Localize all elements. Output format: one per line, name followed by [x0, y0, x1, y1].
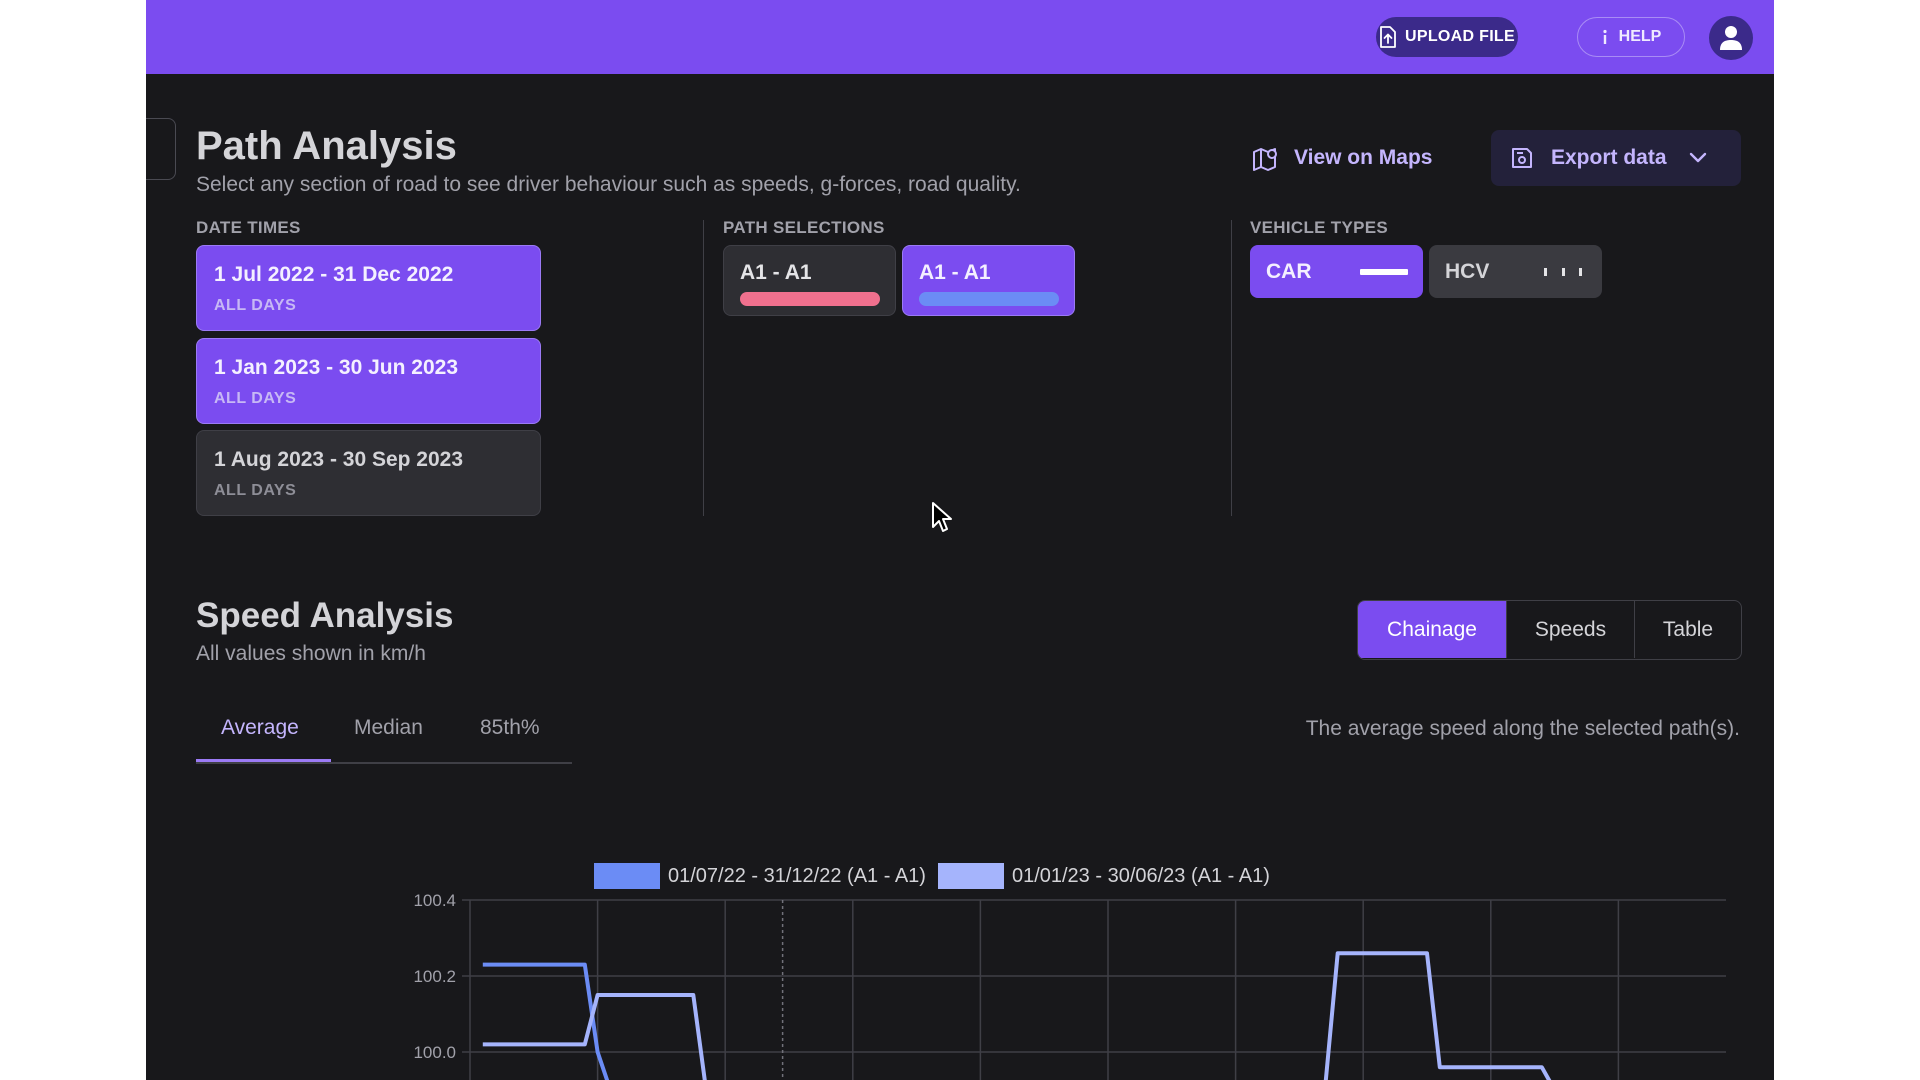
page-subtitle: Select any section of road to see driver… — [196, 173, 1021, 196]
date-range-days: ALL DAYS — [214, 390, 297, 407]
app-window: UPLOAD FILE HELP Path Analysis Select an… — [146, 0, 1774, 1080]
top-bar: UPLOAD FILE HELP — [146, 0, 1774, 74]
speed-analysis-subtitle: All values shown in km/h — [196, 642, 426, 665]
legend-swatch — [937, 863, 1004, 889]
chart-description: The average speed along the selected pat… — [1305, 717, 1740, 740]
speed-chart[interactable]: 100.4 100.2 100.0 — [226, 890, 1726, 1080]
vehicle-type-car[interactable]: CAR — [1250, 245, 1423, 298]
path-selection-card[interactable]: A1 - A1 — [723, 245, 896, 316]
view-on-maps-label: View on Maps — [1294, 146, 1433, 169]
date-range-card[interactable]: 1 Aug 2023 - 30 Sep 2023 ALL DAYS — [196, 430, 541, 516]
vehicle-types-label: VEHICLE TYPES — [1250, 218, 1389, 237]
y-tick-label: 100.2 — [413, 967, 456, 986]
tab-chainage[interactable]: Chainage — [1358, 601, 1507, 658]
tab-median[interactable]: Median — [354, 716, 423, 739]
section-divider — [1231, 220, 1232, 516]
info-icon — [1603, 29, 1607, 44]
active-tab-indicator — [196, 759, 331, 762]
legend-item[interactable]: 01/01/23 - 30/06/23 (A1 - A1) — [937, 863, 1270, 889]
map-pin-icon — [1253, 148, 1277, 171]
export-data-dropdown[interactable]: Export data — [1491, 130, 1741, 186]
upload-file-button[interactable]: UPLOAD FILE — [1376, 17, 1518, 57]
speed-analysis-title: Speed Analysis — [196, 596, 454, 635]
legend-label: 01/01/23 - 30/06/23 (A1 - A1) — [1011, 864, 1270, 887]
legend-label: 01/07/22 - 31/12/22 (A1 - A1) — [668, 864, 926, 887]
tab-average[interactable]: Average — [221, 716, 299, 739]
help-label: HELP — [1618, 28, 1662, 45]
chevron-down-icon — [1689, 152, 1706, 163]
tab-85th[interactable]: 85th% — [480, 716, 540, 739]
path-color-bar — [919, 292, 1059, 306]
help-button[interactable]: HELP — [1577, 17, 1685, 57]
tab-table[interactable]: Table — [1662, 617, 1714, 641]
vehicle-type-label: CAR — [1266, 259, 1312, 283]
user-avatar-button[interactable] — [1709, 16, 1753, 60]
date-range-title: 1 Jan 2023 - 30 Jun 2023 — [214, 356, 458, 379]
date-times-label: DATE TIMES — [196, 218, 301, 237]
view-on-maps-button[interactable]: View on Maps — [1252, 142, 1432, 174]
date-range-title: 1 Jul 2022 - 31 Dec 2022 — [214, 263, 454, 286]
sidebar-toggle[interactable] — [146, 118, 176, 180]
upload-file-label: UPLOAD FILE — [1405, 28, 1515, 45]
date-range-title: 1 Aug 2023 - 30 Sep 2023 — [214, 448, 464, 471]
date-range-days: ALL DAYS — [214, 297, 297, 314]
path-selection-label: A1 - A1 — [740, 261, 812, 284]
save-icon — [1512, 148, 1532, 168]
export-data-label: Export data — [1551, 146, 1667, 169]
user-icon — [1720, 26, 1742, 50]
path-selection-card[interactable]: A1 - A1 — [902, 245, 1075, 316]
tab-speeds[interactable]: Speeds — [1507, 601, 1635, 658]
page-title: Path Analysis — [196, 124, 457, 168]
upload-file-icon — [1380, 26, 1396, 48]
mouse-cursor-icon — [932, 502, 952, 532]
vehicle-type-hcv[interactable]: HCV — [1429, 245, 1602, 298]
vehicle-type-label: HCV — [1445, 259, 1490, 283]
chart-legend: 01/07/22 - 31/12/22 (A1 - A1) 01/01/23 -… — [594, 862, 1282, 890]
date-range-card[interactable]: 1 Jan 2023 - 30 Jun 2023 ALL DAYS — [196, 338, 541, 424]
path-selections-label: PATH SELECTIONS — [723, 218, 885, 237]
metric-tabs: Average Median 85th% — [196, 708, 572, 764]
legend-item[interactable]: 01/07/22 - 31/12/22 (A1 - A1) — [594, 863, 926, 889]
y-tick-label: 100.4 — [413, 891, 456, 910]
series-line-1 — [482, 962, 610, 1080]
dotted-line-icon — [1539, 268, 1587, 276]
date-range-days: ALL DAYS — [214, 482, 297, 499]
section-divider — [703, 220, 704, 516]
y-tick-label: 100.0 — [413, 1043, 456, 1062]
date-range-card[interactable]: 1 Jul 2022 - 31 Dec 2022 ALL DAYS — [196, 245, 541, 331]
view-toggle: Chainage Speeds Table — [1357, 600, 1742, 660]
path-selection-label: A1 - A1 — [919, 261, 991, 284]
path-color-bar — [740, 292, 880, 306]
legend-swatch — [594, 863, 660, 889]
series-line-2 — [482, 951, 1552, 1080]
solid-line-icon — [1360, 269, 1408, 275]
